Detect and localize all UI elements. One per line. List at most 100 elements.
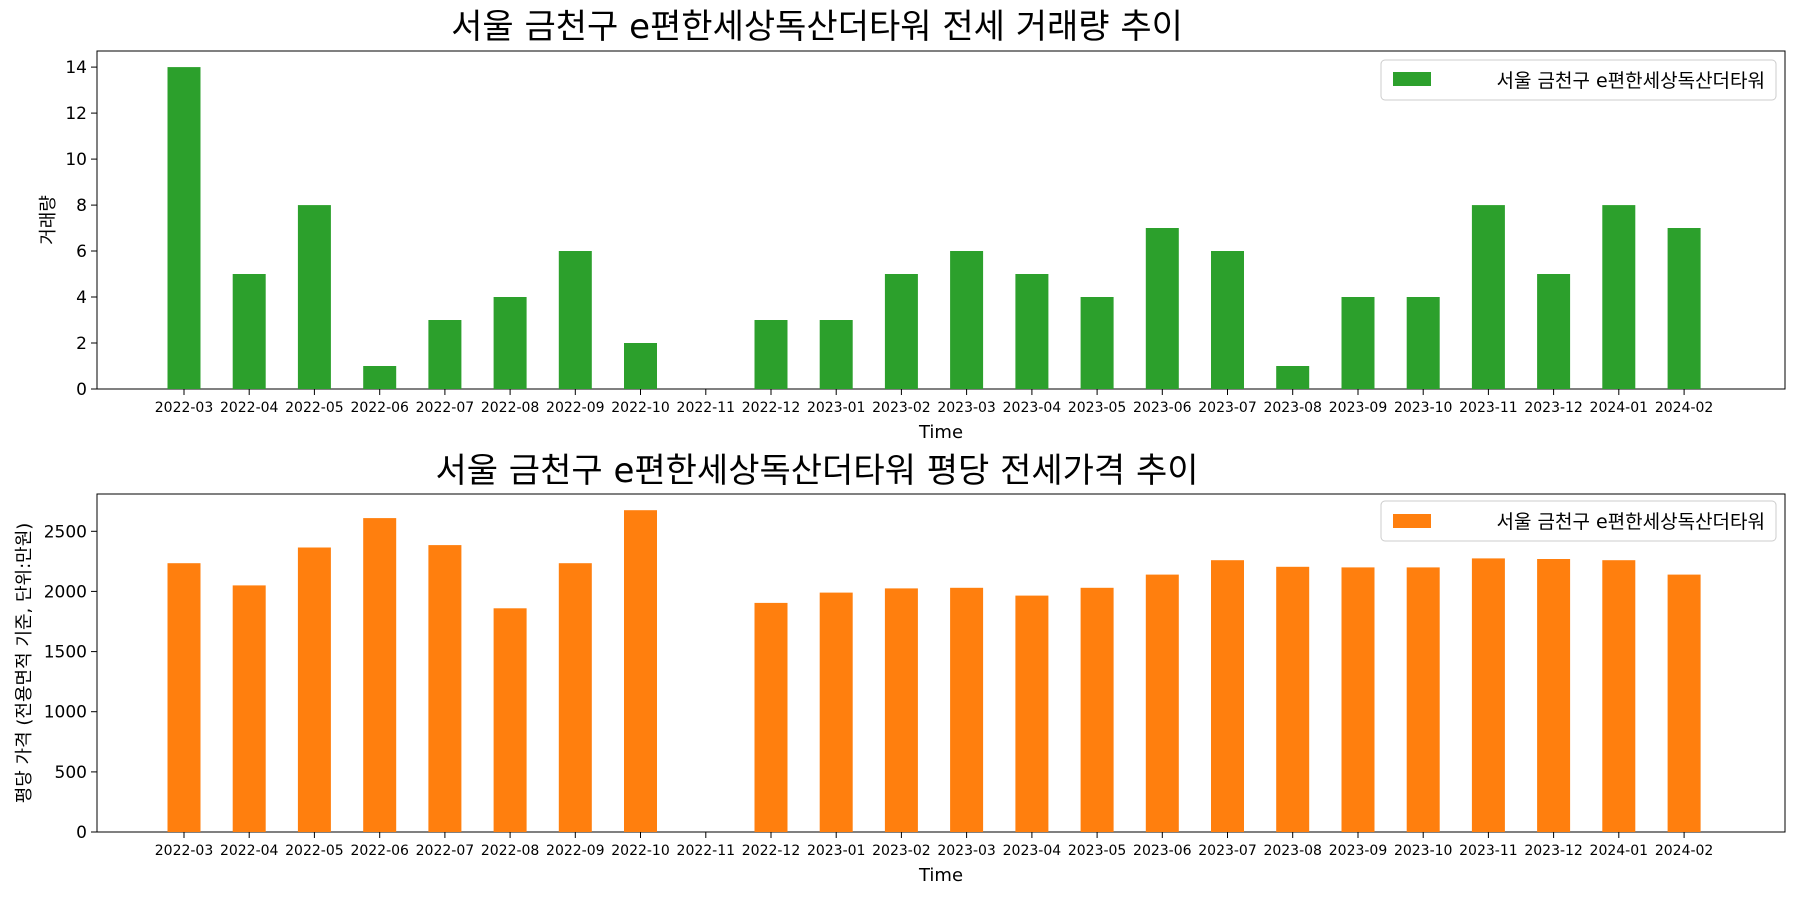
volume-x-tick-label: 2023-12: [1524, 400, 1583, 416]
price-y-tick-label: 1000: [44, 703, 87, 723]
volume-x-tick-label: 2023-03: [937, 400, 996, 416]
price-x-tick-label: 2022-08: [481, 843, 540, 859]
price-x-tick-label: 2023-05: [1068, 843, 1127, 859]
volume-x-tick-label: 2022-03: [155, 400, 214, 416]
volume-x-tick-label: 2023-09: [1329, 400, 1388, 416]
volume-x-tick-label: 2023-11: [1459, 400, 1518, 416]
volume-y-tick-label: 0: [76, 380, 87, 400]
price-x-tick-label: 2023-10: [1394, 843, 1453, 859]
volume-x-tick-label: 2022-10: [611, 400, 670, 416]
volume-x-tick-label: 2023-01: [807, 400, 866, 416]
price-x-tick-label: 2023-07: [1198, 843, 1257, 859]
price-bar-2023-05: [1080, 587, 1114, 832]
price-x-axis-label: Time: [918, 865, 963, 886]
price-x-tick-label: 2023-01: [807, 843, 866, 859]
price-x-tick-label: 2022-11: [677, 843, 736, 859]
volume-x-tick-label: 2022-05: [285, 400, 344, 416]
price-bar-2023-09: [1341, 567, 1375, 832]
price-bar-2023-07: [1211, 560, 1244, 832]
volume-x-tick-label: 2023-07: [1198, 400, 1257, 416]
price-x-tick-label: 2022-12: [742, 843, 801, 859]
volume-x-tick-label: 2022-06: [350, 400, 409, 416]
volume-y-tick-label: 6: [76, 242, 87, 262]
price-x-tick-label: 2022-04: [220, 843, 279, 859]
volume-bar-2023-05: [1080, 297, 1114, 389]
price-legend-label: 서울 금천구 e편한세상독산더타워: [1497, 511, 1766, 533]
volume-bar-2022-06: [363, 366, 397, 389]
volume-bar-2023-12: [1537, 274, 1571, 389]
volume-x-tick-label: 2023-05: [1068, 400, 1127, 416]
price-x-tick-label: 2022-03: [155, 843, 214, 859]
price-x-tick-label: 2024-01: [1590, 843, 1649, 859]
price-x-tick-label: 2022-09: [546, 843, 605, 859]
volume-x-ticks: 2022-03 2022-04 2022-05 2022-06 2022-07 2022-…: [155, 389, 1713, 416]
price-x-tick-label: 2023-02: [872, 843, 931, 859]
volume-y-tick-label: 12: [65, 104, 87, 124]
volume-bar-2023-11: [1471, 205, 1505, 389]
volume-bar-2022-08: [493, 297, 527, 389]
volume-bar-2024-02: [1667, 228, 1701, 389]
price-x-tick-label: 2024-02: [1655, 843, 1714, 859]
price-y-tick-label: 1500: [44, 643, 87, 663]
price-x-tick-label: 2023-11: [1459, 843, 1518, 859]
price-legend: 서울 금천구 e편한세상독산더타워: [1380, 500, 1777, 542]
price-x-tick-label: 2023-12: [1524, 843, 1583, 859]
volume-chart-title: 서울 금천구 e편한세상독산더타워 전세 거래량 추이: [451, 7, 1183, 47]
price-legend-swatch: [1393, 514, 1431, 528]
price-x-tick-label: 2022-07: [416, 843, 475, 859]
price-x-ticks: 2022-03 2022-04 2022-05 2022-06 2022-07 2022-…: [155, 832, 1714, 859]
price-bar-2024-01: [1602, 560, 1636, 832]
volume-plot-area: [96, 50, 1786, 390]
price-y-tick-label: 2000: [44, 582, 87, 602]
volume-bar-2022-04: [232, 274, 266, 389]
price-y-tick-label: 2500: [44, 522, 87, 542]
volume-bar-2023-01: [819, 320, 853, 389]
volume-x-tick-label: 2024-01: [1590, 400, 1649, 416]
volume-bar-2023-03: [950, 251, 984, 389]
price-bar-2023-06: [1145, 574, 1179, 832]
volume-x-axis-label: Time: [918, 422, 963, 443]
volume-x-tick-label: 2023-04: [1003, 400, 1062, 416]
price-bar-2023-01: [819, 592, 853, 832]
price-bar-2022-03: [167, 563, 201, 832]
price-y-tick-label: 0: [76, 823, 87, 843]
volume-bar-2022-05: [297, 205, 331, 389]
volume-legend-frame: [1380, 59, 1777, 101]
price-x-tick-label: 2022-05: [285, 843, 344, 859]
price-x-tick-label: 2022-10: [611, 843, 670, 859]
price-bar-2023-10: [1406, 567, 1440, 832]
volume-y-tick-label: 4: [76, 288, 87, 308]
volume-bar-2022-03: [167, 67, 201, 389]
price-bar-2023-11: [1471, 558, 1505, 832]
volume-x-tick-label: 2023-02: [872, 400, 931, 416]
volume-x-tick-label: 2022-04: [220, 400, 279, 416]
volume-bar-2023-09: [1341, 297, 1375, 389]
volume-bar-2023-04: [1015, 274, 1049, 389]
price-y-tick-label: 500: [55, 763, 87, 783]
price-bar-2022-09: [558, 563, 592, 832]
price-chart: 서울 금천구 e편한세상독산더타워 평당 전세가격 추이 0 500 1000 150…: [14, 451, 1786, 886]
price-bar-2024-02: [1667, 574, 1701, 832]
volume-bar-2022-12: [754, 320, 788, 389]
volume-bar-2023-08: [1276, 366, 1310, 389]
volume-x-tick-label: 2022-07: [416, 400, 475, 416]
volume-x-tick-label: 2022-09: [546, 400, 605, 416]
price-bar-2022-06: [363, 518, 397, 832]
price-bar-2023-12: [1537, 559, 1571, 832]
price-y-axis-label: 평당 가격 (전용면적 기준, 단위:만원): [14, 523, 35, 804]
price-bar-2023-03: [950, 587, 984, 832]
volume-x-tick-label: 2023-10: [1394, 400, 1453, 416]
price-bar-2022-08: [493, 608, 527, 832]
volume-legend-label: 서울 금천구 e편한세상독산더타워: [1497, 70, 1766, 92]
price-x-tick-label: 2023-09: [1329, 843, 1388, 859]
price-x-tick-label: 2023-03: [937, 843, 996, 859]
price-x-tick-label: 2023-08: [1263, 843, 1322, 859]
price-x-tick-label: 2023-04: [1003, 843, 1062, 859]
volume-x-tick-label: 2022-11: [677, 400, 736, 416]
volume-x-tick-label: 2022-12: [742, 400, 801, 416]
price-bar-2022-07: [428, 545, 462, 832]
volume-bar-2024-01: [1602, 205, 1636, 389]
volume-y-tick-label: 2: [76, 334, 87, 354]
